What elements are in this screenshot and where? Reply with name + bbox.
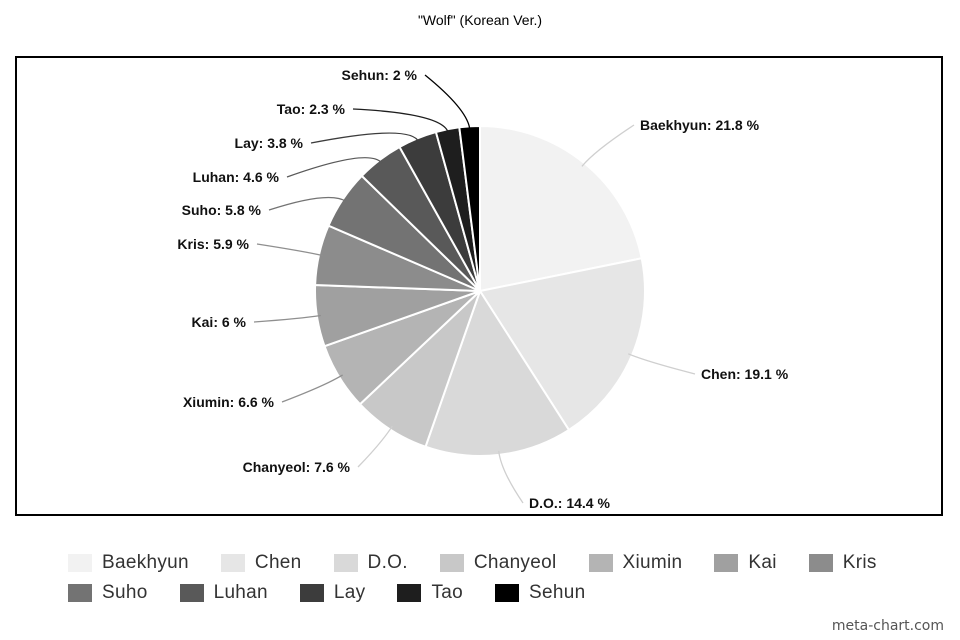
slice-label-baekhyun: Baekhyun: 21.8 % [640, 117, 760, 133]
legend-row: Baekhyun Chen D.O. Chanyeol Xiumin Kai Kris [68, 548, 928, 578]
legend-item-chen[interactable]: Chen [220, 552, 302, 574]
legend-swatch [333, 554, 358, 572]
legend-swatch [68, 584, 92, 602]
slice-label-suho: Suho: 5.8 % [182, 202, 262, 218]
leader-line-kai [253, 314, 321, 323]
slice-label-luhan: Luhan: 4.6 % [193, 169, 280, 185]
legend-swatch [68, 554, 92, 572]
legend-item-baekhyun[interactable]: Baekhyun [68, 552, 189, 574]
slice-label-chanyeol: Chanyeol: 7.6 % [243, 459, 351, 475]
legend-item-lay[interactable]: Lay [299, 582, 366, 604]
legend-swatch [220, 554, 245, 572]
slice-label-chen: Chen: 19.1 % [701, 366, 789, 382]
slice-label-sehun: Sehun: 2 % [342, 67, 418, 83]
legend-label: Tao [431, 582, 464, 603]
legend-label: Kris [842, 552, 877, 573]
leader-line-lay [310, 132, 420, 144]
legend-swatch [179, 584, 204, 602]
legend-item-kai[interactable]: Kai [714, 552, 776, 574]
slice-label-kai: Kai: 6 % [192, 314, 247, 330]
leader-line-sehun [424, 74, 471, 131]
leader-line-tao [352, 108, 449, 134]
legend-label: Lay [333, 582, 366, 603]
legend-label: Luhan [213, 582, 268, 603]
leader-line-baekhyun [581, 124, 635, 167]
legend-row: Suho Luhan Lay Tao Sehun [68, 578, 928, 608]
leader-line-chen [627, 353, 696, 375]
legend-item-kris[interactable]: Kris [808, 552, 877, 574]
leader-line-kris [256, 243, 324, 257]
slice-label-xiumin: Xiumin: 6.6 % [183, 394, 275, 410]
legend-label: Suho [102, 582, 148, 603]
legend-item-sehun[interactable]: Sehun [495, 582, 585, 604]
slice-label-kris: Kris: 5.9 % [177, 236, 249, 252]
legend-label: Baekhyun [102, 552, 189, 573]
leader-line-xiumin [281, 374, 343, 403]
chart-title: "Wolf" (Korean Ver.) [417, 12, 543, 28]
legend: Baekhyun Chen D.O. Chanyeol Xiumin Kai Kris Suh… [68, 548, 928, 608]
legend-item-chanyeol[interactable]: Chanyeol [439, 552, 557, 574]
leader-line-chanyeol [357, 425, 393, 468]
legend-label: Xiumin [622, 552, 683, 573]
legend-label: Chanyeol [473, 552, 557, 573]
legend-swatch [439, 554, 464, 572]
legend-swatch [588, 554, 613, 572]
watermark: meta-chart.com [831, 618, 944, 634]
plot-frame: Baekhyun: 21.8 % Chen: 19.1 % D.O.: 14.4 %… [15, 56, 943, 516]
legend-label: D.O. [367, 552, 408, 573]
leader-line-suho [268, 196, 347, 211]
legend-item-d-o[interactable]: D.O. [333, 552, 408, 574]
slice-label-lay: Lay: 3.8 % [235, 135, 304, 151]
legend-item-suho[interactable]: Suho [68, 582, 148, 604]
slice-label-tao: Tao: 2.3 % [277, 101, 346, 117]
slice-label-d-o: D.O.: 14.4 % [529, 495, 610, 511]
legend-item-tao[interactable]: Tao [397, 582, 463, 604]
legend-swatch [808, 554, 833, 572]
legend-label: Chen [254, 552, 302, 573]
legend-item-xiumin[interactable]: Xiumin [588, 552, 683, 574]
leader-line-luhan [286, 157, 383, 178]
legend-swatch [299, 584, 324, 602]
legend-label: Sehun [529, 582, 586, 603]
legend-swatch [397, 584, 422, 602]
pie-chart: Baekhyun: 21.8 % Chen: 19.1 % D.O.: 14.4 %… [177, 67, 789, 511]
legend-swatch [495, 584, 520, 602]
legend-swatch [714, 554, 739, 572]
leader-line-d-o [498, 450, 524, 504]
legend-label: Kai [748, 552, 777, 573]
legend-item-luhan[interactable]: Luhan [179, 582, 268, 604]
